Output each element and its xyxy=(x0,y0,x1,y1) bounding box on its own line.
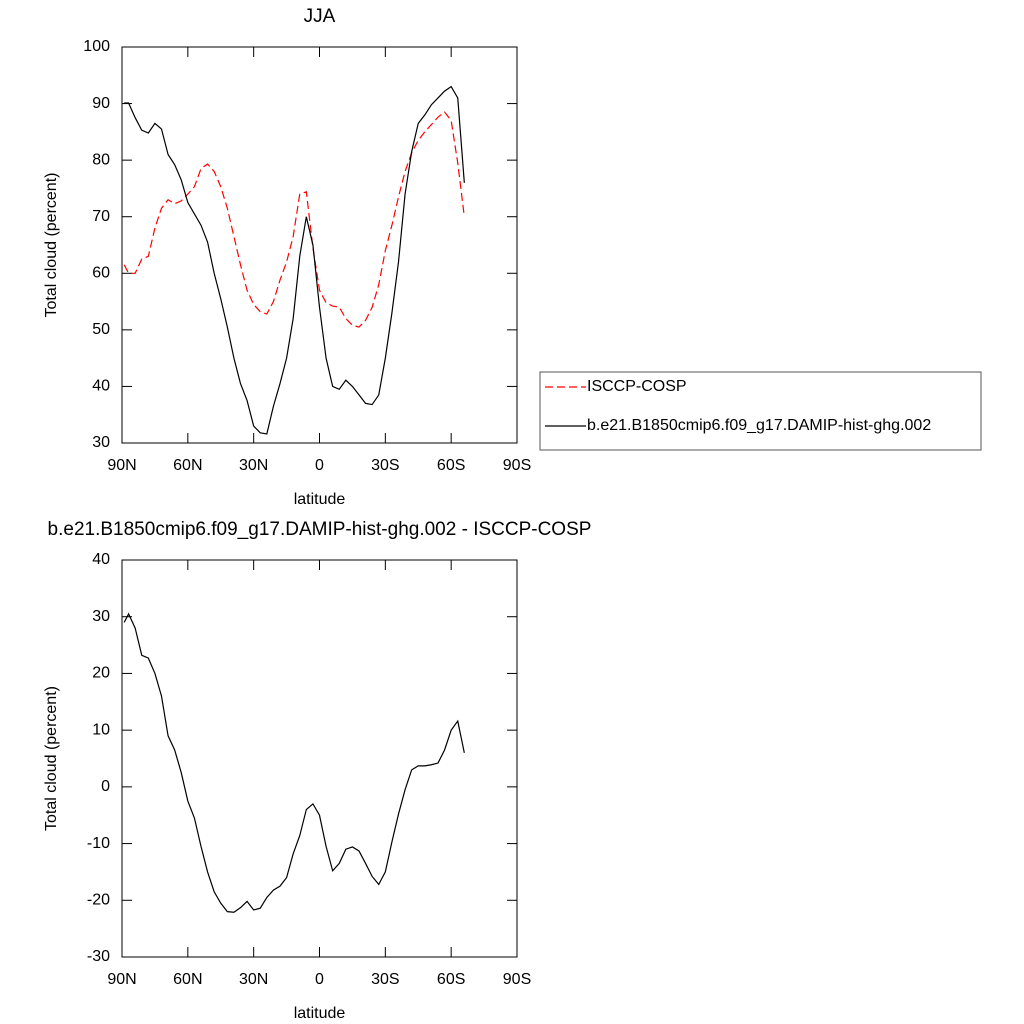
x-tick-label: 0 xyxy=(315,457,324,474)
x-tick-label: 90S xyxy=(503,971,531,988)
x-axis-label: latitude xyxy=(294,491,346,508)
y-tick-label: 0 xyxy=(101,778,110,795)
y-axis-label: Total cloud (percent) xyxy=(43,686,60,831)
x-tick-label: 90N xyxy=(107,971,136,988)
x-axis-label: latitude xyxy=(294,1005,346,1022)
y-tick-label: 40 xyxy=(92,551,110,568)
data-line xyxy=(124,85,465,435)
y-tick-label: 60 xyxy=(92,265,110,282)
x-tick-label: 30N xyxy=(239,457,268,474)
y-tick-label: -10 xyxy=(87,835,110,852)
legend-label: b.e21.B1850cmip6.f09_g17.DAMIP-hist-ghg.… xyxy=(587,417,931,434)
x-tick-label: 30S xyxy=(371,971,399,988)
plot-frame xyxy=(121,559,518,958)
y-tick-label: 20 xyxy=(92,665,110,682)
y-tick-label: 40 xyxy=(92,378,110,395)
y-tick-label: 30 xyxy=(92,434,110,451)
chart-title: JJA xyxy=(304,6,336,27)
x-tick-label: 30N xyxy=(239,971,268,988)
y-tick-label: -30 xyxy=(87,948,110,965)
y-tick-label: 50 xyxy=(92,321,110,338)
y-tick-label: -20 xyxy=(87,892,110,909)
y-tick-label: 70 xyxy=(92,208,110,225)
x-tick-label: 90S xyxy=(503,457,531,474)
x-tick-label: 0 xyxy=(315,971,324,988)
x-tick-label: 60S xyxy=(437,457,465,474)
data-line xyxy=(123,111,465,328)
legend-label: ISCCP-COSP xyxy=(587,378,687,395)
y-tick-label: 10 xyxy=(92,721,110,738)
x-tick-label: 30S xyxy=(371,457,399,474)
x-tick-label: 60S xyxy=(437,971,465,988)
chart-title: b.e21.B1850cmip6.f09_g17.DAMIP-hist-ghg.… xyxy=(48,519,592,540)
x-tick-label: 60N xyxy=(173,971,202,988)
y-tick-label: 30 xyxy=(92,608,110,625)
y-axis-label: Total cloud (percent) xyxy=(43,173,60,318)
x-tick-label: 60N xyxy=(173,457,202,474)
y-tick-label: 80 xyxy=(92,151,110,168)
plot-frame xyxy=(121,46,518,444)
legend-box xyxy=(539,371,982,451)
data-line xyxy=(123,612,465,913)
y-tick-label: 90 xyxy=(92,95,110,112)
x-tick-label: 90N xyxy=(107,457,136,474)
y-tick-label: 100 xyxy=(83,38,110,55)
